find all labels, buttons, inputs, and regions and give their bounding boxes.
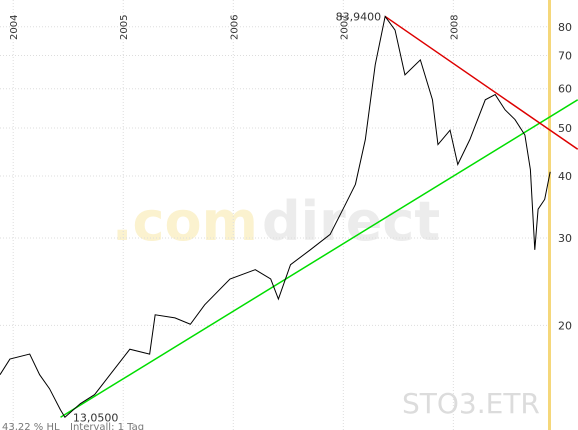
footer: Intervall: 1 Tag — [70, 422, 144, 430]
y-tick-label: 80 — [558, 21, 572, 34]
trendline — [384, 15, 578, 150]
axis-band — [548, 0, 551, 430]
y-tick-label: 30 — [558, 232, 572, 245]
y-tick-label: 60 — [558, 83, 572, 96]
price-line — [0, 15, 551, 419]
y-tick-label: 40 — [558, 170, 572, 183]
y-tick-label: 70 — [558, 50, 572, 63]
x-tick-label: 2006 — [229, 15, 240, 40]
annotation: 13,0500 — [73, 411, 119, 424]
x-tick-label: 2005 — [119, 15, 130, 40]
watermark: direct — [262, 190, 440, 253]
y-tick-label: 50 — [558, 122, 572, 135]
watermark: .com — [112, 190, 258, 253]
annotation: 83,9400 — [336, 10, 382, 23]
x-tick-label: 2004 — [9, 15, 20, 40]
x-tick-label: 2007 — [339, 15, 350, 40]
y-tick-label: 20 — [558, 319, 572, 332]
trendline — [60, 99, 578, 418]
footer: 43,22 % HL — [2, 422, 60, 430]
symbol: STO3.ETR — [402, 387, 540, 420]
x-tick-label: 2008 — [449, 15, 460, 40]
